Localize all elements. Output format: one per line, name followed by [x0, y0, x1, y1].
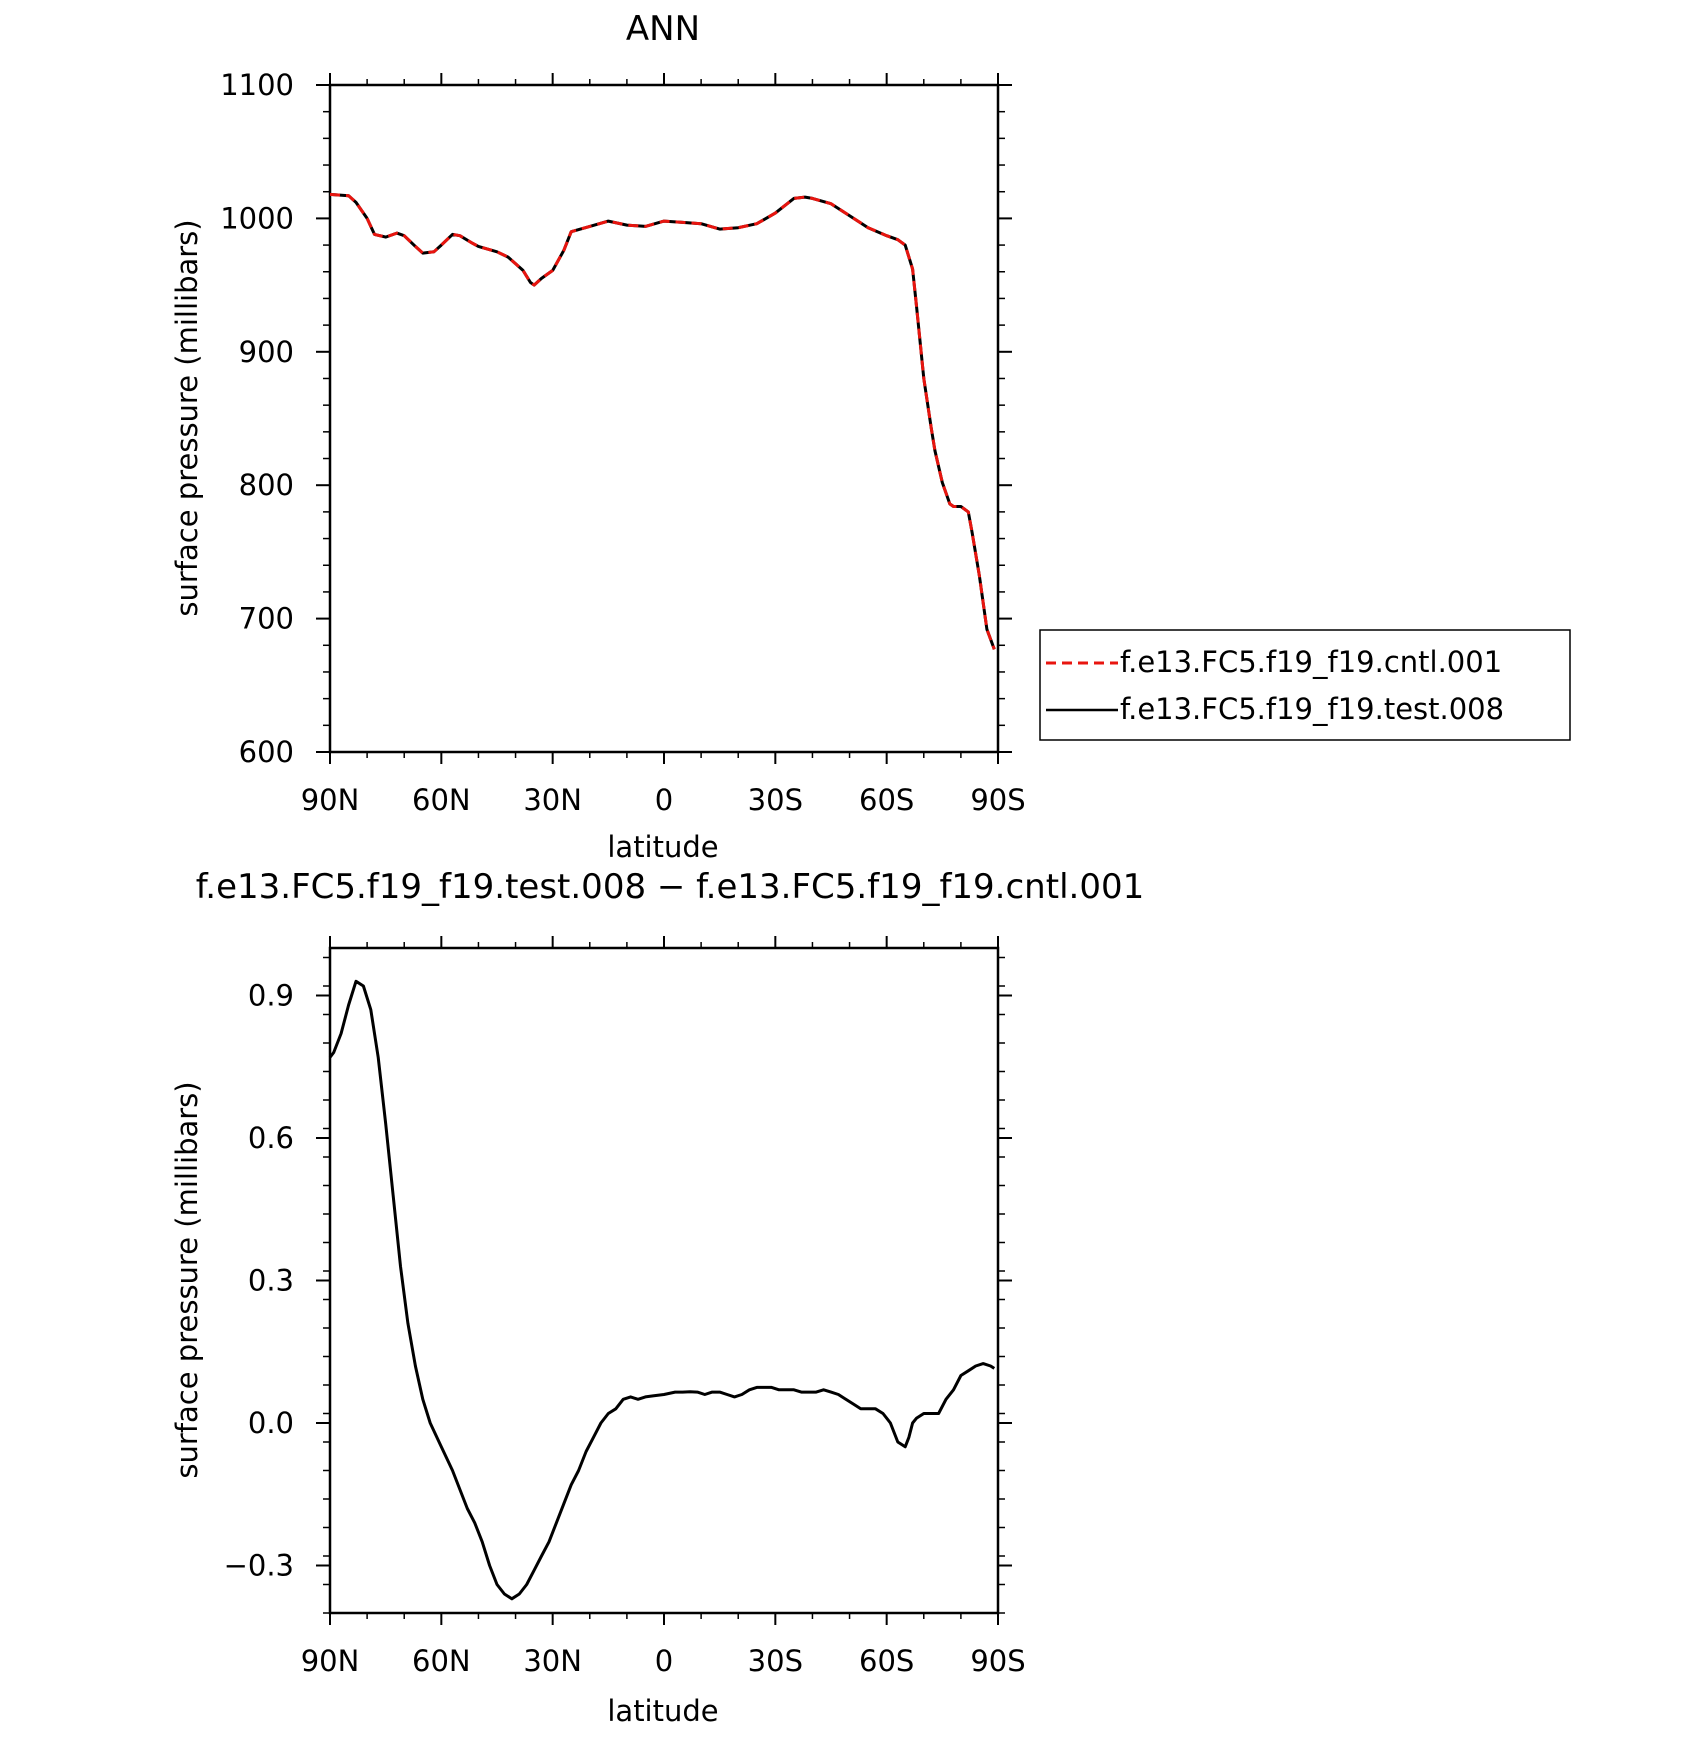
x-tick-label: 30S — [748, 1644, 803, 1678]
y-tick-label: 0.9 — [248, 979, 294, 1013]
y-tick-label: 0.6 — [248, 1121, 294, 1155]
series-line-0 — [329, 192, 996, 650]
x-tick-label: 0 — [655, 783, 673, 817]
y-tick-label: 600 — [239, 735, 294, 769]
x-tick-label: 60S — [859, 783, 914, 817]
legend-box — [1039, 629, 1571, 741]
y-tick-label: 1100 — [220, 68, 294, 102]
panel-difference: f.e13.FC5.f19_f19.test.008 − f.e13.FC5.f… — [170, 867, 1144, 1728]
x-tick-label: 60N — [412, 783, 471, 817]
y-axis-label: surface pressure (millibars) — [170, 219, 204, 616]
x-tick-label: 30N — [523, 1644, 582, 1678]
x-tick-label: 90N — [301, 1644, 360, 1678]
y-tick-label: 0.0 — [248, 1406, 294, 1440]
series-line-0 — [328, 979, 996, 1601]
x-tick-label: 90N — [301, 783, 360, 817]
x-tick-label: 30S — [748, 783, 803, 817]
x-tick-label: 30N — [523, 783, 582, 817]
y-axis-label-difference: surface pressure (millibars) — [170, 1081, 204, 1478]
x-axis-label: latitude — [607, 830, 718, 864]
difference-title: f.e13.FC5.f19_f19.test.008 − f.e13.FC5.f… — [196, 867, 1144, 907]
legend: f.e13.FC5.f19_f19.cntl.001 f.e13.FC5.f19… — [1039, 629, 1571, 741]
plot-frame-difference — [328, 946, 1000, 1615]
x-tick-label: 60N — [412, 1644, 471, 1678]
plot-frame — [328, 83, 1000, 754]
legend-label-test: f.e13.FC5.f19_f19.test.008 — [1120, 692, 1504, 726]
x-tick-label: 0 — [655, 1644, 673, 1678]
y-tick-label: −0.3 — [224, 1549, 294, 1583]
y-tick-label: 0.3 — [248, 1264, 294, 1298]
y-tick-label: 800 — [239, 468, 294, 502]
legend-label-cntl: f.e13.FC5.f19_f19.cntl.001 — [1120, 645, 1502, 679]
panel-annual-pressure: ANN 90N 60N 30N 0 30S 60S 90S 600 700 800 900 1000 1… — [170, 9, 1571, 864]
y-tick-label: 900 — [239, 335, 294, 369]
y-tick-label: 700 — [239, 602, 294, 636]
x-tick-label: 90S — [970, 1644, 1025, 1678]
x-axis-label-difference: latitude — [607, 1694, 718, 1728]
x-tick-label: 60S — [859, 1644, 914, 1678]
chart-title: ANN — [626, 9, 700, 49]
y-tick-label: 1000 — [220, 201, 294, 235]
x-tick-label: 90S — [970, 783, 1025, 817]
series-line-1 — [329, 192, 996, 650]
